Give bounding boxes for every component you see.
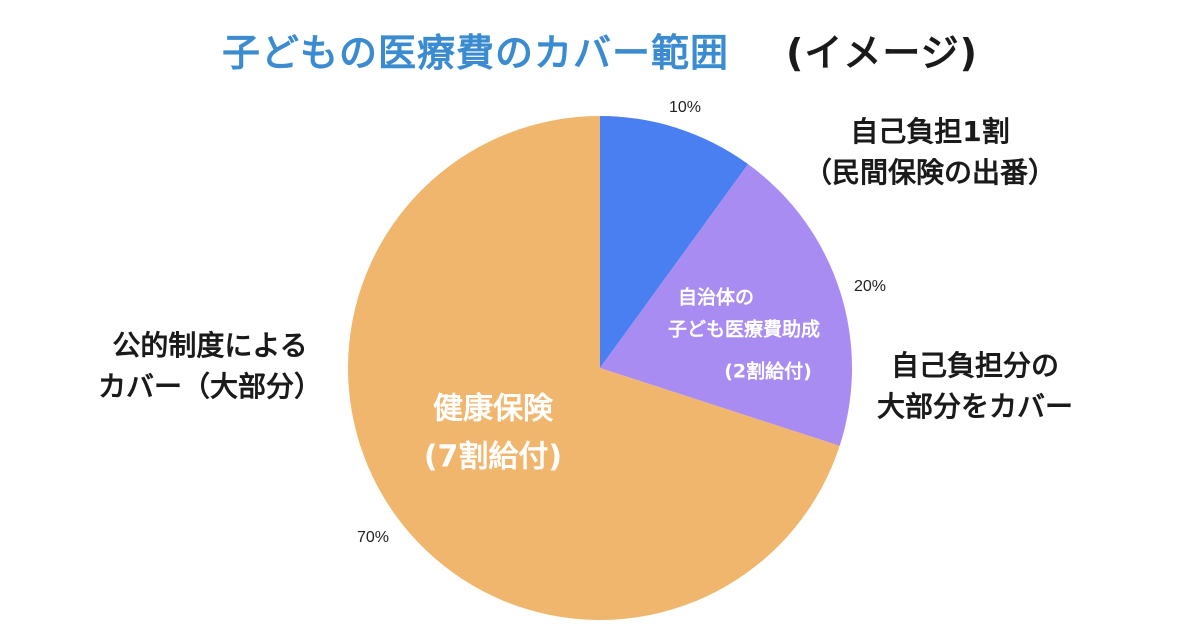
pie-slice-subsidy: [600, 164, 852, 446]
slice-label-subsidy-2: 子ども医療費助成: [668, 318, 820, 341]
percent-label-public-insurance: 70%: [357, 529, 389, 546]
percent-label-subsidy: 20%: [854, 278, 886, 295]
chart-title-main: 子どもの医療費のカバー範囲: [222, 31, 730, 75]
slice-label-subsidy-1: 自治体の: [678, 286, 754, 309]
slice-label-public-insurance-1: 健康保険: [433, 392, 554, 427]
annotation-self-pay-line-2: （民間保険の出番）: [803, 155, 1056, 189]
slice-label-subsidy-3: (2割給付): [724, 360, 812, 383]
annotation-subsidy-line-2: 大部分をカバー: [876, 389, 1073, 423]
slice-label-public-insurance-2: (7割給付): [424, 440, 562, 475]
annotation-public-line-1: 公的制度による: [112, 329, 308, 362]
pie-slice-public-insurance: [348, 116, 840, 620]
annotation-subsidy-line-1: 自己負担分の: [890, 349, 1059, 382]
annotation-public: 公的制度による カバー（大部分）: [75, 326, 345, 407]
annotation-subsidy: 自己負担分の 大部分をカバー: [855, 346, 1095, 427]
chart-title: 子どもの医療費のカバー範囲 (イメージ): [0, 22, 1200, 77]
annotation-self-pay: 自己負担1割 （民間保険の出番）: [800, 112, 1060, 193]
pie-slice-self-pay: [600, 116, 749, 368]
annotation-public-line-2: カバー（大部分）: [97, 369, 322, 403]
chart-title-sub: (イメージ): [785, 31, 978, 75]
annotation-self-pay-line-1: 自己負担1割: [850, 115, 1010, 148]
percent-label-self-pay: 10%: [669, 99, 701, 116]
